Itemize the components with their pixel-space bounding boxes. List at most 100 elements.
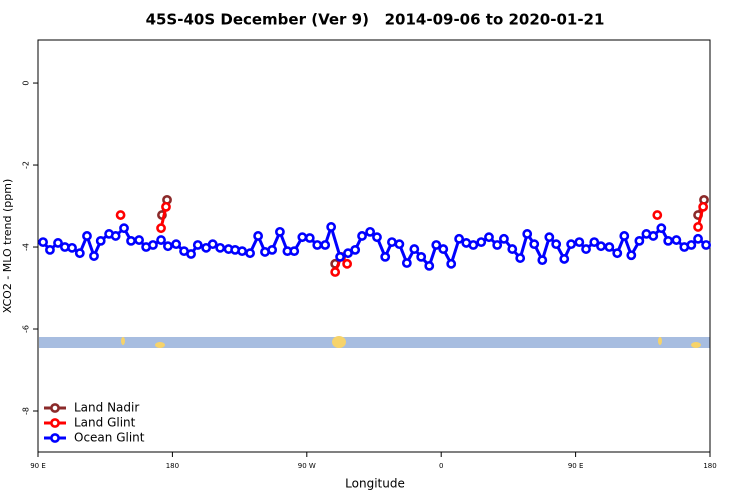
point bbox=[409, 244, 420, 254]
point bbox=[671, 235, 682, 245]
y-tick-label: -6 bbox=[22, 325, 31, 333]
x-tick-label: 180 bbox=[703, 462, 716, 470]
point bbox=[416, 251, 427, 262]
legend-marker bbox=[50, 418, 60, 428]
y-tick-label: 0 bbox=[22, 80, 31, 85]
x-tick-label: 90 W bbox=[298, 462, 316, 470]
series bbox=[38, 222, 712, 271]
x-axis-label: Longitude bbox=[345, 477, 405, 491]
point bbox=[192, 240, 203, 250]
point bbox=[253, 231, 264, 241]
point bbox=[652, 210, 663, 220]
point bbox=[38, 237, 48, 248]
point bbox=[698, 201, 709, 212]
point bbox=[53, 238, 63, 248]
point bbox=[634, 235, 645, 246]
point bbox=[626, 250, 637, 261]
point bbox=[148, 240, 158, 250]
point bbox=[372, 232, 382, 243]
point bbox=[126, 235, 136, 246]
x-tick-label: 90 E bbox=[568, 462, 584, 470]
land-strip bbox=[39, 336, 710, 348]
x-tick-label: 0 bbox=[439, 462, 443, 470]
point bbox=[566, 239, 577, 250]
y-tick-label: -8 bbox=[22, 407, 31, 415]
y-tick-label: -4 bbox=[22, 243, 31, 251]
point bbox=[67, 242, 77, 253]
point bbox=[619, 231, 630, 241]
point bbox=[589, 237, 600, 248]
point bbox=[454, 233, 465, 244]
point bbox=[330, 267, 341, 277]
legend-label: Land Glint bbox=[74, 416, 136, 430]
point bbox=[326, 222, 337, 232]
point bbox=[350, 244, 361, 255]
point bbox=[237, 246, 248, 257]
point bbox=[320, 240, 331, 250]
point bbox=[468, 240, 479, 250]
point bbox=[693, 233, 703, 244]
ocean-band bbox=[39, 337, 710, 348]
chart-title: 45S-40S December (Ver 9) 2014-09-06 to 2… bbox=[146, 11, 605, 29]
point bbox=[499, 233, 509, 244]
point bbox=[551, 239, 562, 250]
point bbox=[515, 253, 526, 263]
point bbox=[267, 244, 278, 255]
point bbox=[115, 210, 126, 220]
point bbox=[387, 237, 397, 248]
point bbox=[186, 249, 196, 259]
legend-label: Land Nadir bbox=[74, 401, 139, 415]
point bbox=[401, 258, 412, 268]
point bbox=[701, 240, 712, 250]
point bbox=[134, 235, 144, 245]
point bbox=[394, 239, 405, 250]
legend-marker bbox=[50, 403, 60, 413]
land-patch bbox=[658, 337, 662, 345]
point bbox=[74, 248, 85, 259]
y-tick-label: -2 bbox=[22, 161, 31, 169]
point bbox=[507, 244, 518, 254]
point bbox=[357, 231, 367, 241]
series-segment bbox=[329, 226, 342, 258]
point bbox=[110, 231, 121, 241]
point bbox=[522, 229, 533, 239]
point bbox=[446, 258, 457, 269]
point bbox=[596, 241, 606, 252]
legend-label: Ocean Glint bbox=[74, 431, 145, 445]
point bbox=[297, 232, 308, 243]
x-tick-label: 180 bbox=[166, 462, 179, 470]
point bbox=[612, 248, 623, 259]
land-patch bbox=[121, 337, 125, 345]
point bbox=[275, 226, 285, 237]
point bbox=[171, 239, 182, 250]
point bbox=[604, 242, 615, 252]
land-patch bbox=[691, 342, 701, 348]
point bbox=[574, 237, 585, 248]
point bbox=[424, 260, 435, 271]
point bbox=[335, 251, 346, 262]
point bbox=[559, 254, 570, 264]
point bbox=[163, 241, 173, 252]
point bbox=[89, 251, 99, 261]
point bbox=[693, 222, 703, 232]
point bbox=[431, 240, 442, 250]
point bbox=[342, 258, 353, 269]
point bbox=[312, 240, 323, 250]
point bbox=[289, 246, 300, 257]
point bbox=[663, 235, 674, 246]
point bbox=[45, 244, 55, 255]
point bbox=[245, 248, 255, 259]
point bbox=[492, 240, 503, 250]
point bbox=[656, 223, 667, 234]
land-patch bbox=[155, 342, 165, 348]
legend-marker bbox=[50, 433, 60, 443]
point bbox=[119, 223, 129, 234]
point bbox=[380, 251, 391, 262]
point bbox=[95, 235, 106, 246]
point bbox=[365, 226, 376, 237]
x-tick-label: 90 E bbox=[30, 462, 46, 470]
point bbox=[484, 232, 494, 243]
point bbox=[207, 239, 218, 250]
point bbox=[648, 231, 659, 241]
